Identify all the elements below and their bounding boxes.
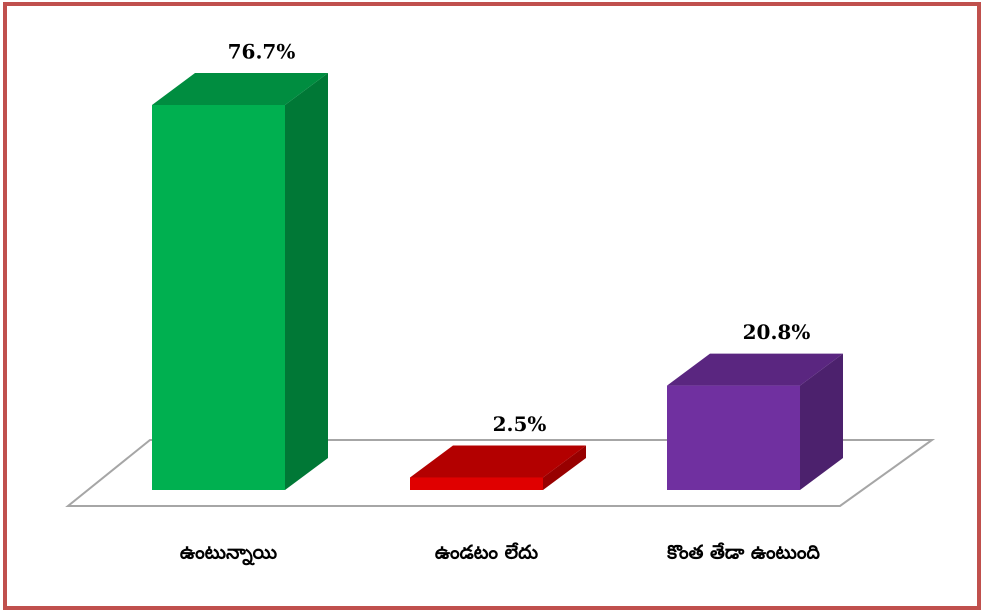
bar-top bbox=[410, 445, 586, 478]
bar-top bbox=[152, 73, 328, 105]
bar bbox=[410, 477, 543, 490]
x-tick-label: ఉండటం లేదు bbox=[435, 542, 539, 564]
bar bbox=[667, 385, 800, 490]
bar-side bbox=[800, 353, 843, 490]
value-label: 2.5% bbox=[493, 412, 547, 436]
bar-side bbox=[543, 445, 586, 490]
bar-top bbox=[667, 353, 843, 386]
x-tick-label: ఉంటున్నాయి bbox=[180, 542, 278, 566]
value-label: 76.7% bbox=[228, 40, 296, 64]
x-tick-label: కొంత తేడా ఉంటుంది bbox=[666, 542, 820, 564]
bar-side bbox=[285, 73, 328, 490]
frame bbox=[3, 2, 981, 610]
bar bbox=[152, 105, 285, 490]
value-label: 20.8% bbox=[743, 320, 811, 344]
